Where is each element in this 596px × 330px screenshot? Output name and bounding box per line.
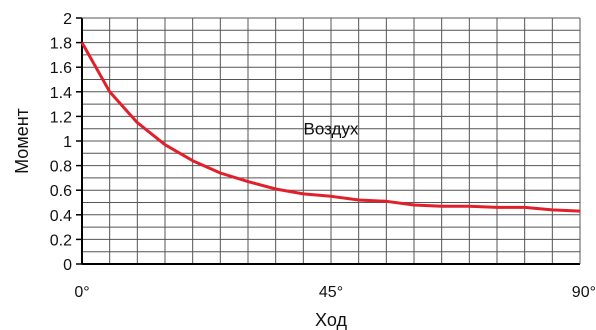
y-tick-label: 1.8: [50, 36, 72, 53]
annotations: Воздух: [304, 120, 359, 139]
y-tick-label: 0.2: [50, 232, 72, 249]
x-tick-label: 0°: [74, 284, 89, 301]
y-tick-label: 1.6: [50, 60, 72, 77]
x-axis-label: Ход: [315, 310, 347, 330]
y-axis-label: Момент: [12, 108, 32, 174]
y-tick-labels: 0 0.2 0.4 0.6 0.8 1 1.2 1.4 1.6 1.8 2: [50, 11, 72, 274]
y-tick-label: 1.2: [50, 109, 72, 126]
annotation-label: Воздух: [304, 120, 359, 139]
series-line: [80, 41, 581, 213]
x-tick-label: 90°: [572, 284, 596, 301]
y-tick-label: 0.8: [50, 159, 72, 176]
y-tick-label: 1: [63, 134, 72, 151]
x-tick-labels: 0° 45° 90°: [74, 284, 596, 301]
grid: [82, 18, 580, 264]
y-tick-label: 0.6: [50, 183, 72, 200]
axes: [76, 17, 581, 265]
y-tick-label: 2: [63, 11, 72, 28]
y-tick-label: 0.4: [50, 208, 72, 225]
y-tick-label: 1.4: [50, 85, 72, 102]
y-tick-label: 0: [63, 257, 72, 274]
x-tick-label: 45°: [319, 284, 343, 301]
series-layer: [80, 41, 581, 213]
